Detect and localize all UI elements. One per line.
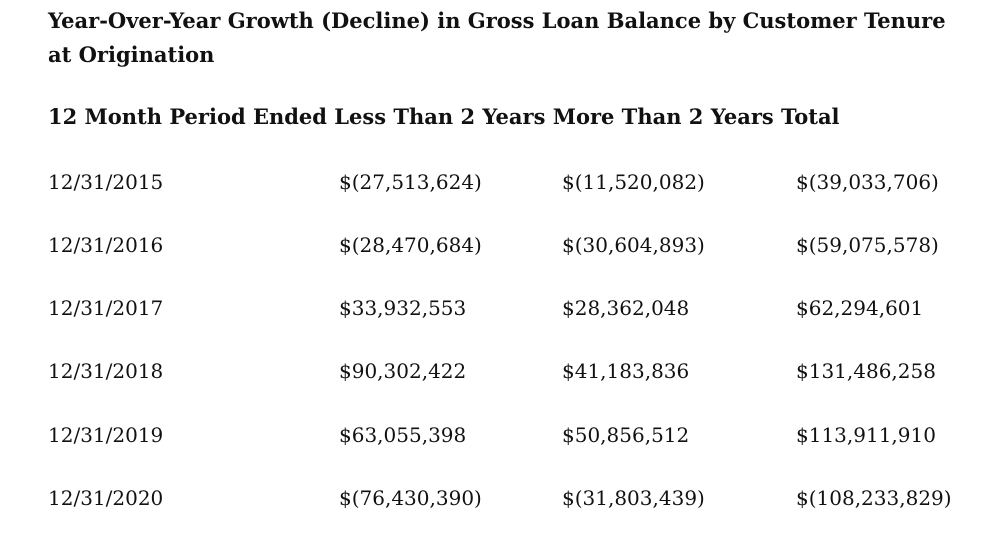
more-than-2-years-cell: $28,362,048 <box>562 296 690 320</box>
period-cell: 12/31/2016 <box>48 233 164 257</box>
table-header: 12 Month Period Ended Less Than 2 Years … <box>48 104 840 129</box>
less-than-2-years-cell: $(76,430,390) <box>339 486 482 510</box>
total-cell: $131,486,258 <box>796 359 936 383</box>
more-than-2-years-cell: $(31,803,439) <box>562 486 705 510</box>
total-cell: $113,911,910 <box>796 423 936 447</box>
table-row: 12/31/2016 $(28,470,684) $(30,604,893) $… <box>0 229 1000 261</box>
table-row: 12/31/2018 $90,302,422 $41,183,836 $131,… <box>0 355 1000 387</box>
period-cell: 12/31/2020 <box>48 486 164 510</box>
table-row: 12/31/2019 $63,055,398 $50,856,512 $113,… <box>0 419 1000 451</box>
table-row: 12/31/2015 $(27,513,624) $(11,520,082) $… <box>0 166 1000 198</box>
period-cell: 12/31/2018 <box>48 359 164 383</box>
period-cell: 12/31/2015 <box>48 170 164 194</box>
more-than-2-years-cell: $(30,604,893) <box>562 233 705 257</box>
table-row: 12/31/2017 $33,932,553 $28,362,048 $62,2… <box>0 292 1000 324</box>
more-than-2-years-cell: $(11,520,082) <box>562 170 705 194</box>
total-cell: $(108,233,829) <box>796 486 952 510</box>
total-cell: $62,294,601 <box>796 296 924 320</box>
less-than-2-years-cell: $(28,470,684) <box>339 233 482 257</box>
period-cell: 12/31/2017 <box>48 296 164 320</box>
total-cell: $(59,075,578) <box>796 233 939 257</box>
total-cell: $(39,033,706) <box>796 170 939 194</box>
table-row: 12/31/2020 $(76,430,390) $(31,803,439) $… <box>0 482 1000 514</box>
period-cell: 12/31/2019 <box>48 423 164 447</box>
less-than-2-years-cell: $90,302,422 <box>339 359 467 383</box>
more-than-2-years-cell: $41,183,836 <box>562 359 690 383</box>
more-than-2-years-cell: $50,856,512 <box>562 423 690 447</box>
less-than-2-years-cell: $63,055,398 <box>339 423 467 447</box>
less-than-2-years-cell: $33,932,553 <box>339 296 467 320</box>
less-than-2-years-cell: $(27,513,624) <box>339 170 482 194</box>
document-title: Year-Over-Year Growth (Decline) in Gross… <box>48 8 946 67</box>
